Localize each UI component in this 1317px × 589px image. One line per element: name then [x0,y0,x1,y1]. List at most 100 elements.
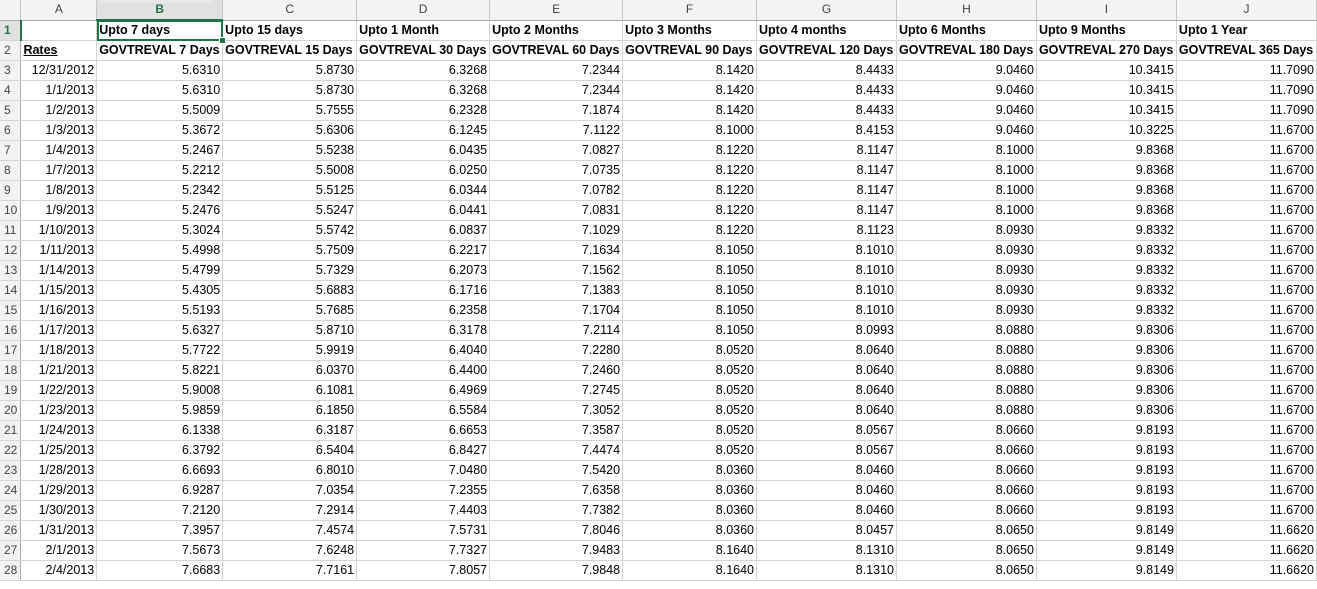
rate-cell[interactable]: 8.1010 [756,280,897,301]
rate-cell[interactable]: 7.1562 [489,260,624,281]
rate-cell[interactable]: 8.0360 [622,460,758,481]
rate-cell[interactable]: 11.6620 [1176,540,1317,561]
cell-h1[interactable]: Upto 6 Months [896,20,1037,41]
rate-cell[interactable]: 8.0930 [896,260,1037,281]
date-cell[interactable]: 1/15/2013 [20,280,98,301]
rate-cell[interactable]: 6.5404 [222,440,358,461]
rate-cell[interactable]: 5.2476 [96,200,224,221]
column-header-a[interactable]: A [20,0,98,21]
rate-cell[interactable]: 8.1420 [622,80,758,101]
rate-cell[interactable]: 8.1310 [756,560,897,581]
rate-cell[interactable]: 6.4969 [356,380,491,401]
row-header[interactable]: 15 [0,300,22,321]
rate-cell[interactable]: 9.0460 [896,80,1037,101]
rate-cell[interactable]: 6.4400 [356,360,491,381]
cell-i1[interactable]: Upto 9 Months [1036,20,1177,41]
row-header[interactable]: 28 [0,560,22,581]
rate-cell[interactable]: 7.0354 [222,480,358,501]
rate-cell[interactable]: 7.1029 [489,220,624,241]
row-header[interactable]: 16 [0,320,22,341]
cell-f2[interactable]: GOVTREVAL 90 Days [622,40,758,61]
row-header[interactable]: 10 [0,200,22,221]
rate-cell[interactable]: 5.8730 [222,60,358,81]
date-cell[interactable]: 1/18/2013 [20,340,98,361]
rate-cell[interactable]: 10.3415 [1036,60,1177,81]
rate-cell[interactable]: 8.1147 [756,200,897,221]
rate-cell[interactable]: 6.8427 [356,440,491,461]
rate-cell[interactable]: 5.5238 [222,140,358,161]
rate-cell[interactable]: 8.1147 [756,180,897,201]
rate-cell[interactable]: 11.6700 [1176,360,1317,381]
rate-cell[interactable]: 8.0880 [896,400,1037,421]
rate-cell[interactable]: 5.5125 [222,180,358,201]
cell-h2[interactable]: GOVTREVAL 180 Days [896,40,1037,61]
rate-cell[interactable]: 8.0880 [896,360,1037,381]
date-cell[interactable]: 1/10/2013 [20,220,98,241]
date-cell[interactable]: 1/14/2013 [20,260,98,281]
column-header-j[interactable]: J [1176,0,1317,21]
rate-cell[interactable]: 11.7090 [1176,60,1317,81]
rate-cell[interactable]: 5.6310 [96,80,224,101]
rate-cell[interactable]: 6.6693 [96,460,224,481]
date-cell[interactable]: 1/9/2013 [20,200,98,221]
rate-cell[interactable]: 11.6620 [1176,520,1317,541]
column-header-i[interactable]: I [1036,0,1177,21]
rate-cell[interactable]: 8.0360 [622,500,758,521]
rate-cell[interactable]: 7.6683 [96,560,224,581]
rate-cell[interactable]: 5.8221 [96,360,224,381]
cell-i2[interactable]: GOVTREVAL 270 Days [1036,40,1177,61]
row-header[interactable]: 11 [0,220,22,241]
row-header[interactable]: 25 [0,500,22,521]
rate-cell[interactable]: 7.1122 [489,120,624,141]
column-header-e[interactable]: E [489,0,624,21]
rate-cell[interactable]: 6.5584 [356,400,491,421]
date-cell[interactable]: 1/23/2013 [20,400,98,421]
rate-cell[interactable]: 7.0827 [489,140,624,161]
rate-cell[interactable]: 8.0930 [896,220,1037,241]
rate-cell[interactable]: 8.1050 [622,260,758,281]
rate-cell[interactable]: 7.4474 [489,440,624,461]
rate-cell[interactable]: 9.0460 [896,120,1037,141]
rate-cell[interactable]: 7.1874 [489,100,624,121]
rate-cell[interactable]: 7.6358 [489,480,624,501]
column-header-f[interactable]: F [622,0,758,21]
cell-b2[interactable]: GOVTREVAL 7 Days [96,40,224,61]
cell-a1[interactable] [20,20,98,41]
rate-cell[interactable]: 8.1000 [622,120,758,141]
rate-cell[interactable]: 5.7509 [222,240,358,261]
rate-cell[interactable]: 8.0640 [756,340,897,361]
date-cell[interactable]: 1/25/2013 [20,440,98,461]
rate-cell[interactable]: 8.0650 [896,520,1037,541]
row-header[interactable]: 5 [0,100,22,121]
rate-cell[interactable]: 7.1383 [489,280,624,301]
rate-cell[interactable]: 8.0660 [896,500,1037,521]
rate-cell[interactable]: 8.1147 [756,140,897,161]
rate-cell[interactable]: 8.0930 [896,280,1037,301]
row-header[interactable]: 12 [0,240,22,261]
rate-cell[interactable]: 8.4433 [756,100,897,121]
rate-cell[interactable]: 11.6620 [1176,560,1317,581]
rate-cell[interactable]: 8.0520 [622,340,758,361]
rate-cell[interactable]: 7.7327 [356,540,491,561]
rate-cell[interactable]: 6.1716 [356,280,491,301]
cell-j2[interactable]: GOVTREVAL 365 Days [1176,40,1317,61]
rate-cell[interactable]: 11.6700 [1176,280,1317,301]
rate-cell[interactable]: 6.0441 [356,200,491,221]
rate-cell[interactable]: 7.8057 [356,560,491,581]
rate-cell[interactable]: 8.0520 [622,440,758,461]
rate-cell[interactable]: 5.5247 [222,200,358,221]
rate-cell[interactable]: 6.1338 [96,420,224,441]
rate-cell[interactable]: 11.6700 [1176,340,1317,361]
rate-cell[interactable]: 8.1000 [896,180,1037,201]
rate-cell[interactable]: 9.8306 [1036,320,1177,341]
rate-cell[interactable]: 11.6700 [1176,120,1317,141]
rate-cell[interactable]: 9.8368 [1036,160,1177,181]
rate-cell[interactable]: 5.9919 [222,340,358,361]
rate-cell[interactable]: 5.7329 [222,260,358,281]
fill-handle[interactable] [218,36,226,44]
row-header[interactable]: 27 [0,540,22,561]
rate-cell[interactable]: 9.8149 [1036,520,1177,541]
rate-cell[interactable]: 9.8193 [1036,460,1177,481]
cell-g1[interactable]: Upto 4 months [756,20,897,41]
cell-b1[interactable]: Upto 7 days [96,20,224,41]
